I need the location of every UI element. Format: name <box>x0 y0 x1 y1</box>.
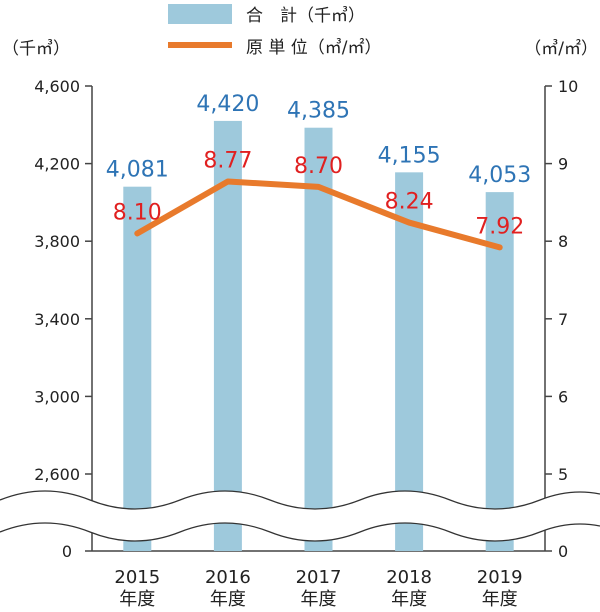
right-tick-label: 10 <box>558 77 578 96</box>
left-zero-label: 0 <box>62 542 72 561</box>
legend-line-label: 原 単 位（㎥/㎡） <box>246 38 382 58</box>
line-value-label: 7.92 <box>475 214 524 239</box>
bar-value-label: 4,081 <box>106 158 169 183</box>
axis-break-band <box>0 491 600 541</box>
line-value-label: 8.70 <box>294 154 343 179</box>
line-value-label: 8.77 <box>203 148 252 173</box>
axis-ticks: 4,600 4,200 3,800 3,400 3,000 2,600 10 9 8 7 6 5 0 0 <box>34 77 578 561</box>
x-tick-label: 2017 年度 <box>296 567 342 610</box>
left-tick-label: 2,600 <box>34 465 80 484</box>
bars <box>123 120 514 552</box>
right-zero-label: 0 <box>558 542 568 561</box>
right-tick-label: 9 <box>558 155 568 174</box>
data-labels: 4,081 4,420 4,385 4,155 4,053 8.10 8.77 8.70 8.2… <box>106 92 531 239</box>
x-tick-label: 2019 年度 <box>477 567 523 610</box>
right-tick-label: 5 <box>558 465 568 484</box>
x-tick-label: 2016 年度 <box>205 567 251 610</box>
line-value-label: 8.24 <box>385 190 434 215</box>
left-axis-unit: （千㎥） <box>2 39 70 59</box>
axis-break-top-wave <box>0 490 600 510</box>
right-axis-unit: （㎥/㎡） <box>524 39 598 59</box>
bar <box>213 120 242 552</box>
bar <box>304 127 333 552</box>
axis-break-bottom-wave <box>0 522 600 542</box>
bar-value-label: 4,385 <box>287 99 350 124</box>
legend: 合 計（千㎥） 原 単 位（㎥/㎡） <box>168 4 382 58</box>
line-series <box>134 178 503 251</box>
right-tick-label: 6 <box>558 387 568 406</box>
x-tick-label: 2018 年度 <box>386 567 432 610</box>
left-tick-label: 4,600 <box>34 77 80 96</box>
bar-value-label: 4,155 <box>378 143 441 168</box>
left-tick-label: 3,800 <box>34 232 80 251</box>
right-tick-label: 7 <box>558 310 568 329</box>
line-value-label: 8.10 <box>113 200 162 225</box>
legend-bar-label: 合 計（千㎥） <box>246 6 365 26</box>
bar-value-label: 4,053 <box>468 163 531 188</box>
bar <box>123 186 152 551</box>
left-tick-label: 3,400 <box>34 310 80 329</box>
left-tick-label: 3,000 <box>34 387 80 406</box>
axis-break <box>0 490 600 542</box>
legend-bar-swatch <box>168 4 232 24</box>
bar <box>395 172 424 551</box>
bar-value-label: 4,420 <box>196 92 259 117</box>
bar <box>485 192 514 552</box>
line-path <box>134 178 503 251</box>
right-tick-label: 8 <box>558 232 568 251</box>
x-tick-label: 2015 年度 <box>114 567 160 610</box>
left-tick-label: 4,200 <box>34 155 80 174</box>
x-axis-labels: 2015 年度 2016 年度 2017 年度 2018 年度 2019 年度 <box>114 567 522 610</box>
